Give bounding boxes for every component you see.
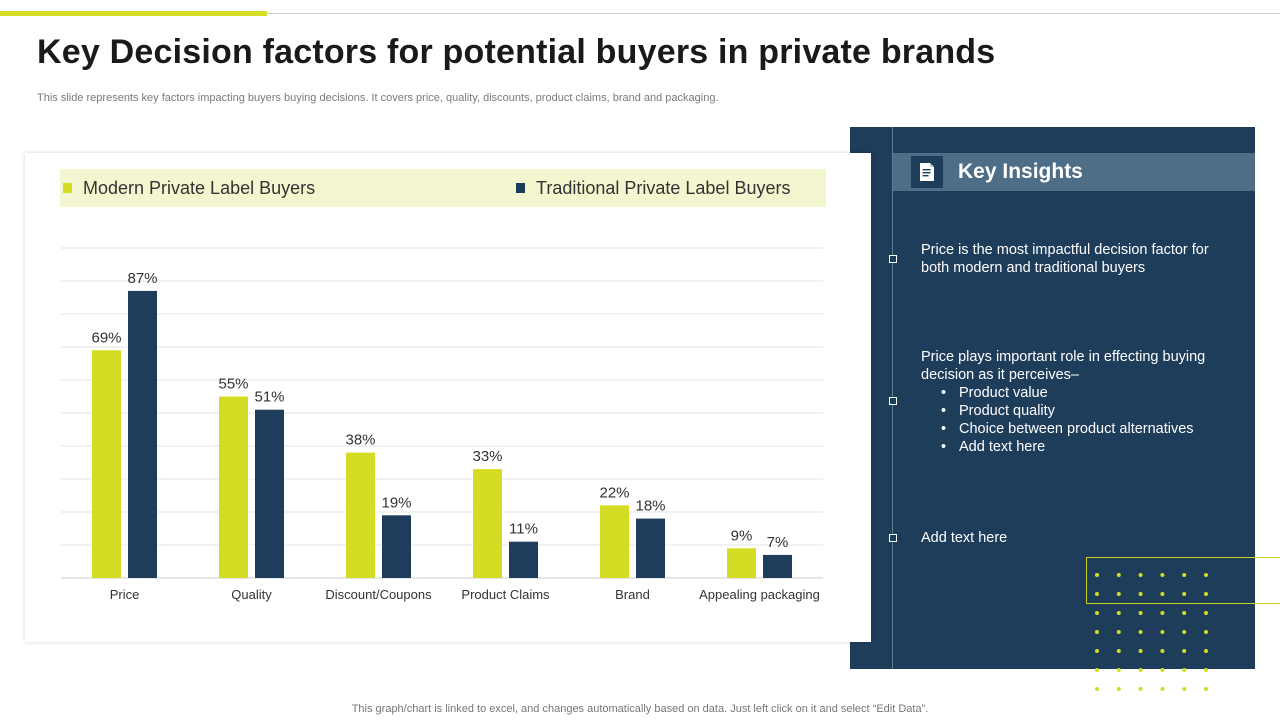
bar-traditional[interactable]: [509, 541, 538, 578]
bar-modern[interactable]: [346, 452, 375, 578]
decorative-dot-grid: [1095, 573, 1208, 691]
bar-modern[interactable]: [219, 396, 248, 579]
legend-item-modern: Modern Private Label Buyers: [63, 169, 315, 207]
data-label-modern: 33%: [472, 448, 502, 465]
data-label-modern: 9%: [731, 527, 753, 544]
key-insights-title: Key Insights: [958, 160, 1083, 183]
data-label-modern: 55%: [218, 376, 248, 393]
footer-note: This graph/chart is linked to excel, and…: [351, 703, 929, 715]
bar-chart[interactable]: 69% 87% Price 55% 51% Quality 38% 19% Discount/C…: [25, 153, 871, 642]
insight-2: Price plays important role in effecting …: [921, 348, 1231, 456]
bar-traditional[interactable]: [763, 554, 792, 578]
insight-1: Price is the most impactful decision fac…: [921, 242, 1209, 276]
insight-2-bullet: Product quality: [941, 402, 1231, 420]
insight-2-bullet: Choice between product alternatives: [941, 420, 1231, 438]
x-tick-label: Quality: [231, 587, 272, 602]
legend-swatch-modern: [63, 183, 72, 193]
x-tick-label: Brand: [615, 587, 650, 602]
bar-modern[interactable]: [600, 505, 629, 578]
x-tick-label: Discount/Coupons: [325, 587, 432, 602]
x-tick-label: Appealing packaging: [699, 587, 820, 602]
insight-2-bullet: Product value: [941, 384, 1231, 402]
legend-label-traditional: Traditional Private Label Buyers: [536, 177, 791, 198]
legend-label-modern: Modern Private Label Buyers: [83, 177, 316, 198]
data-label-traditional: 51%: [254, 389, 284, 406]
insight-2-list: Product value Product quality Choice bet…: [921, 384, 1231, 456]
key-insights-header: Key Insights: [893, 153, 1255, 191]
chart-legend: Modern Private Label Buyers Traditional …: [60, 169, 826, 207]
insight-2-bullet: Add text here: [941, 438, 1231, 456]
bar-traditional[interactable]: [382, 515, 411, 578]
insight-2-intro: Price plays important role in effecting …: [921, 349, 1206, 383]
insight-marker-2: [889, 397, 897, 405]
bar-traditional[interactable]: [128, 290, 157, 578]
x-tick-label: Price: [110, 587, 140, 602]
bar-traditional[interactable]: [636, 518, 665, 578]
x-tick-label: Product Claims: [461, 587, 550, 602]
insight-marker-3: [889, 534, 897, 542]
legend-swatch-traditional: [516, 183, 525, 193]
page-subtitle: This slide represents key factors impact…: [37, 92, 719, 104]
chart-card[interactable]: Modern Private Label Buyers Traditional …: [25, 153, 871, 642]
decorative-outline: [1086, 557, 1280, 604]
data-label-traditional: 19%: [381, 494, 411, 511]
data-label-traditional: 11%: [509, 521, 538, 538]
data-label-modern: 69%: [91, 329, 121, 346]
insight-marker-1: [889, 255, 897, 263]
page-title: Key Decision factors for potential buyer…: [37, 33, 996, 71]
legend-item-traditional: Traditional Private Label Buyers: [516, 169, 790, 207]
data-label-modern: 38%: [345, 432, 375, 449]
top-accent-bar: [0, 11, 267, 16]
key-insights-panel: Key Insights Price is the most impactful…: [850, 127, 1255, 669]
data-label-traditional: 7%: [767, 534, 789, 551]
data-label-traditional: 18%: [635, 498, 665, 515]
bar-modern[interactable]: [92, 350, 121, 578]
data-label-modern: 22%: [599, 484, 629, 501]
document-icon: [911, 156, 943, 188]
bar-modern[interactable]: [473, 469, 502, 578]
bar-traditional[interactable]: [255, 409, 284, 578]
bar-modern[interactable]: [727, 548, 756, 578]
data-label-traditional: 87%: [127, 270, 157, 287]
top-divider: [267, 13, 1280, 14]
insight-3: Add text here: [921, 530, 1008, 546]
